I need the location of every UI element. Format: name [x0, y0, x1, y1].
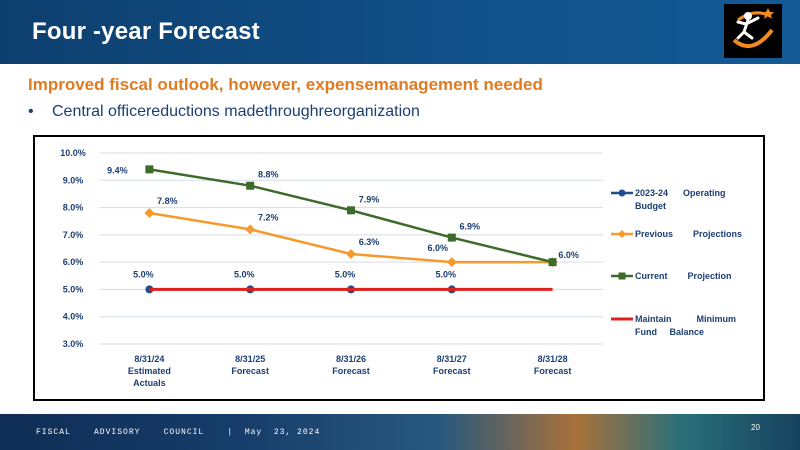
data-label: 5.0% — [234, 269, 255, 279]
data-point — [548, 258, 557, 267]
x-tick-label: Forecast — [231, 366, 269, 376]
page-number: 20 — [751, 423, 760, 432]
y-tick-label: 4.0% — [63, 312, 84, 322]
x-tick-label: 8/31/27 — [437, 354, 467, 364]
data-point — [144, 208, 155, 219]
legend-marker — [618, 189, 626, 197]
data-label: 7.9% — [359, 194, 380, 204]
data-point — [447, 233, 456, 242]
x-tick-label: Estimated — [128, 366, 171, 376]
data-point — [145, 285, 154, 294]
bullet-text: Central officereductions madethroughreor… — [52, 103, 420, 120]
y-tick-label: 7.0% — [63, 230, 84, 240]
legend-marker — [618, 230, 626, 238]
forecast-chart: 3.0% 4.0% 5.0% 6.0% 7.0% 8.0% 9.0% 10.0% 8/31/24… — [60, 148, 742, 388]
data-label: 5.0% — [335, 269, 356, 279]
legend-label: Fund Balance — [635, 327, 704, 337]
footer-bar — [0, 414, 800, 450]
x-tick-label: 8/31/28 — [538, 354, 568, 364]
y-tick-label: 6.0% — [63, 257, 84, 267]
legend-label: 2023-24 Operating — [635, 188, 726, 198]
council-logo — [724, 4, 782, 58]
data-label: 9.4% — [107, 165, 128, 175]
data-point — [346, 248, 356, 259]
data-point — [246, 181, 255, 190]
data-point — [446, 257, 457, 268]
x-tick-label: Forecast — [534, 366, 572, 376]
x-tick-label: Forecast — [332, 366, 370, 376]
data-label: 5.0% — [133, 269, 154, 279]
subtitle: Improved fiscal outlook, however, expens… — [28, 75, 543, 94]
x-tick-label: 8/31/24 — [134, 354, 164, 364]
legend-marker — [618, 272, 626, 280]
legend-label: Previous Projections — [635, 229, 742, 239]
x-tick-label: Actuals — [133, 378, 166, 388]
page-title: Four -year Forecast — [32, 18, 260, 45]
data-label: 7.2% — [258, 212, 279, 222]
data-point — [145, 165, 154, 174]
legend-label: Maintain Minimum — [635, 314, 736, 324]
legend-label: Current Projection — [635, 271, 732, 281]
data-label: 7.8% — [157, 196, 178, 206]
y-tick-label: 9.0% — [63, 175, 84, 185]
series-line — [149, 168, 553, 264]
data-label: 6.0% — [558, 250, 579, 260]
y-tick-label: 3.0% — [63, 339, 84, 349]
data-label: 8.8% — [258, 170, 279, 180]
chart-frame: 3.0% 4.0% 5.0% 6.0% 7.0% 8.0% 9.0% 10.0% 8/31/24… — [33, 135, 765, 401]
data-label: 5.0% — [436, 269, 457, 279]
data-label: 6.9% — [460, 222, 481, 232]
x-tick-label: Forecast — [433, 366, 471, 376]
data-point — [347, 206, 355, 215]
bullet-marker: • — [28, 103, 34, 120]
data-label: 6.3% — [359, 237, 380, 247]
x-tick-label: 8/31/25 — [235, 354, 265, 364]
y-tick-label: 5.0% — [63, 284, 84, 294]
x-tick-label: 8/31/26 — [336, 354, 366, 364]
footer-text: FISCAL ADVISORY COUNCIL | May 23, 2024 — [36, 428, 321, 437]
legend-label: Budget — [635, 201, 666, 211]
data-point — [245, 224, 256, 235]
data-label: 6.0% — [428, 243, 449, 253]
title-bar: Four -year Forecast — [0, 0, 800, 64]
y-tick-label: 8.0% — [63, 203, 84, 213]
bullet-item: • Central officereductions madethroughreo… — [28, 103, 420, 121]
y-tick-label: 10.0% — [60, 148, 86, 158]
